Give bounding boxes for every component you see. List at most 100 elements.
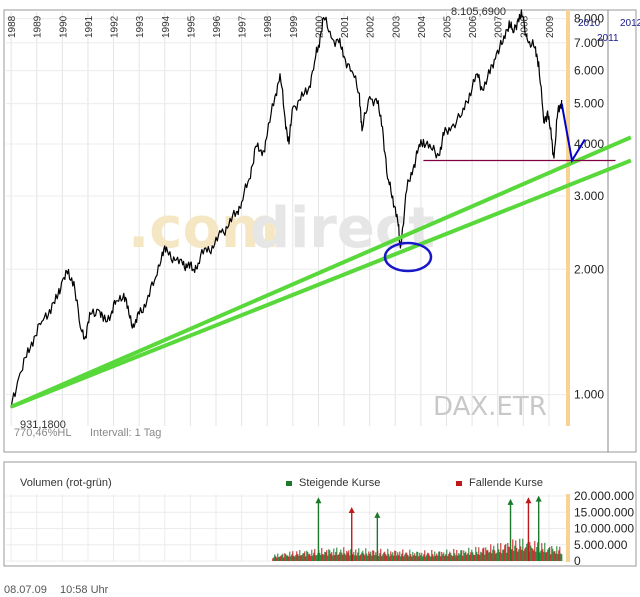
volume-bar	[503, 549, 505, 561]
volume-bar	[549, 546, 551, 561]
volume-bar	[398, 555, 400, 561]
volume-bar	[303, 553, 305, 561]
volume-bar	[416, 551, 418, 561]
pattern-annotation	[560, 103, 586, 164]
volume-bar	[508, 546, 510, 561]
price-tick-label: 7.000	[574, 36, 604, 50]
volume-bar	[553, 551, 555, 561]
volume-bar	[300, 555, 302, 561]
volume-bar	[420, 555, 422, 561]
price-axis-ticks: 1.000 2.000 3.000 4.000 5.000 6.000 7.000 8.000	[574, 12, 604, 402]
volume-bar	[482, 548, 484, 561]
volume-bar	[275, 556, 277, 561]
volume-bar	[428, 553, 430, 561]
volume-spike-arrow	[525, 497, 532, 504]
volume-bar	[309, 553, 311, 561]
volume-bar	[426, 554, 428, 561]
year-label: 2003	[391, 15, 402, 38]
volume-bar	[374, 555, 376, 561]
volume-bar	[399, 551, 401, 561]
price-tick-label: 8.000	[574, 12, 604, 26]
volume-bar	[472, 552, 474, 561]
volume-bar	[530, 545, 532, 561]
year-label: 1995	[186, 15, 197, 38]
volume-bar	[375, 552, 377, 561]
volume-bar	[315, 555, 317, 561]
volume-bar	[550, 554, 552, 561]
volume-bar	[502, 549, 504, 561]
volume-bar	[287, 555, 289, 561]
year-label: 2001	[340, 15, 351, 38]
volume-bar	[378, 556, 380, 561]
year-label: 1990	[58, 15, 69, 38]
volume-bar	[407, 554, 409, 561]
volume-bar	[274, 554, 276, 561]
volume-bar	[432, 554, 434, 561]
current-date-marker	[566, 10, 570, 426]
volume-bar	[359, 555, 361, 561]
volume-bar	[348, 550, 350, 561]
year-label: 2007	[494, 15, 505, 38]
volume-bar	[453, 549, 455, 561]
volume-bar	[292, 551, 294, 561]
volume-spike-arrow	[535, 495, 542, 502]
year-label: 1999	[289, 15, 300, 38]
low-label: 931,1800	[20, 419, 66, 431]
volume-bar	[326, 550, 328, 561]
volume-bar	[299, 550, 301, 561]
volume-bar	[334, 555, 336, 561]
volume-bar	[332, 555, 334, 561]
volume-bar	[337, 555, 339, 561]
volume-bar	[542, 549, 544, 561]
volume-bar	[474, 554, 476, 561]
volume-bar	[385, 554, 387, 561]
volume-bar	[516, 547, 518, 561]
volume-bar	[541, 543, 543, 561]
volume-bar	[386, 555, 388, 561]
volume-bar	[393, 555, 395, 561]
volume-bar	[272, 558, 274, 561]
volume-bar	[421, 552, 423, 561]
volume-bar	[313, 552, 315, 561]
volume-bar	[335, 551, 337, 561]
volume-bar	[449, 551, 451, 561]
future-year-label: 2012	[620, 18, 640, 29]
price-tick-label: 5.000	[574, 97, 604, 111]
volume-bar	[520, 546, 522, 561]
volume-bar	[540, 550, 542, 561]
volume-bar	[434, 551, 436, 561]
volume-bar	[293, 555, 295, 561]
volume-bar	[390, 551, 392, 561]
volume-bar	[437, 555, 439, 561]
volume-bar	[402, 549, 404, 561]
volume-bar	[346, 551, 348, 561]
volume-bar	[396, 555, 398, 561]
volume-bar	[467, 553, 469, 561]
interval-label: Intervall: 1 Tag	[90, 427, 161, 439]
volume-bar	[512, 539, 514, 561]
volume-bar	[319, 552, 321, 561]
volume-bar	[523, 551, 525, 561]
year-label: 1994	[161, 15, 172, 38]
volume-bar	[495, 553, 497, 561]
year-labels: 1988 1989 1990 1991 1992 1993 1994 1995 1996 1997…	[7, 15, 640, 44]
volume-bar	[410, 554, 412, 561]
volume-bar	[331, 552, 333, 561]
volume-bar	[445, 554, 447, 561]
volume-bar	[476, 551, 478, 561]
volume-bar	[442, 554, 444, 561]
volume-bar	[545, 552, 547, 561]
volume-bar	[403, 556, 405, 561]
volume-bar	[401, 553, 403, 561]
volume-bars	[272, 495, 563, 561]
volume-bar	[500, 543, 502, 561]
volume-bar	[281, 554, 283, 561]
volume-current-date-marker	[566, 494, 570, 562]
volume-bar	[329, 550, 331, 561]
dax-price-line	[10, 9, 563, 408]
volume-bar	[539, 552, 541, 561]
footer-date: 08.07.09	[4, 584, 47, 596]
price-panel-frame	[3, 9, 637, 453]
volume-bar	[367, 555, 369, 561]
